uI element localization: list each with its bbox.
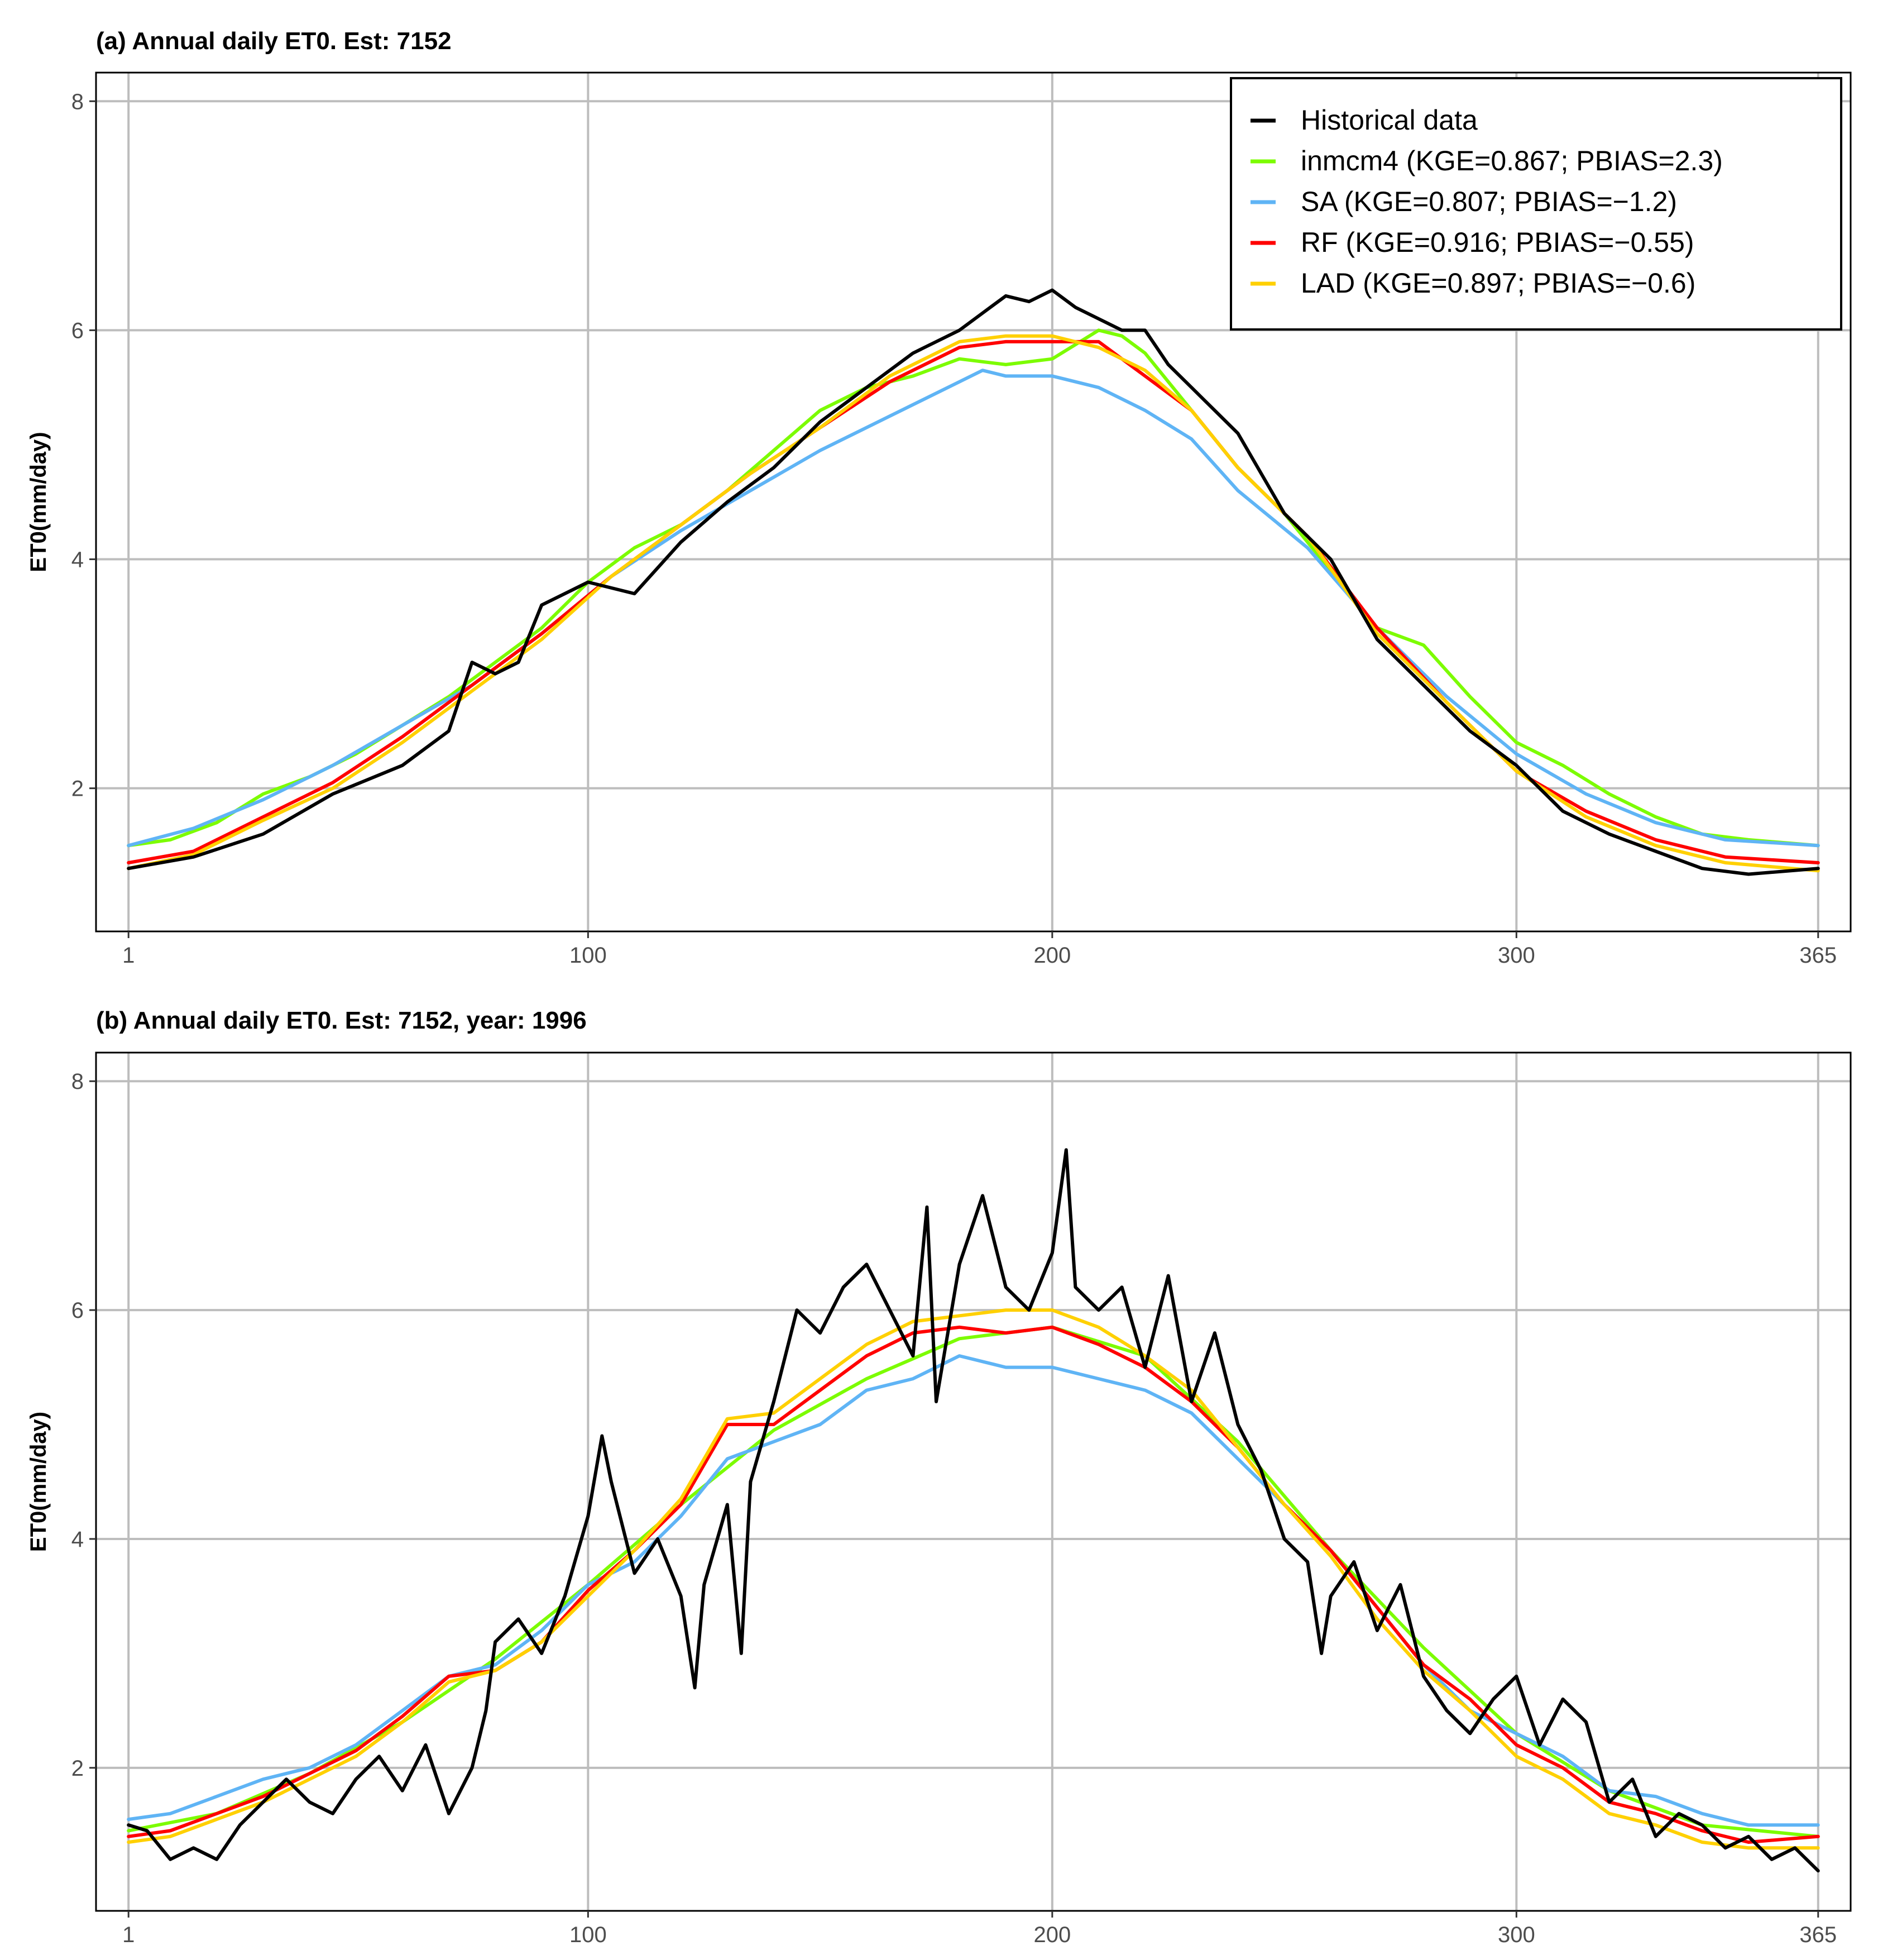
legend-label: LAD (KGE=0.897; PBIAS=−0.6) — [1301, 267, 1695, 299]
y-axis-label: ET0(mm/day) — [26, 1412, 51, 1552]
y-tick-label: 2 — [71, 777, 84, 801]
legend: Historical data inmcm4 (KGE=0.867; PBIAS=… — [1230, 77, 1842, 331]
legend-label: SA (KGE=0.807; PBIAS=−1.2) — [1301, 186, 1677, 217]
x-tick-label: 1 — [122, 943, 135, 968]
legend-box — [1230, 77, 1842, 331]
legend-label: RF (KGE=0.916; PBIAS=−0.55) — [1301, 227, 1694, 258]
x-tick-label: 100 — [569, 1923, 607, 1947]
y-tick-label: 4 — [71, 548, 84, 572]
panel-title: (b) Annual daily ET0. Est: 7152, year: 1… — [96, 1007, 587, 1034]
plot-frame — [95, 1051, 1852, 1912]
y-axis-label: ET0(mm/day) — [26, 432, 51, 572]
x-tick-label: 200 — [1033, 943, 1071, 968]
x-tick-label: 1 — [122, 1923, 135, 1947]
series-line-historical — [127, 288, 1820, 876]
series-line-historical — [127, 1148, 1820, 1873]
series-group — [127, 288, 1820, 876]
series-line-sa — [127, 369, 1820, 848]
x-tick-label: 100 — [569, 943, 607, 968]
y-tick-label: 8 — [71, 89, 84, 114]
y-tick-label: 8 — [71, 1069, 84, 1094]
y-tick-label: 4 — [71, 1527, 84, 1552]
x-tick-label: 200 — [1033, 1923, 1071, 1947]
series-group — [127, 1148, 1820, 1873]
series-line-lad — [127, 1308, 1820, 1850]
x-tick-label: 365 — [1799, 1923, 1837, 1947]
series-line-rf — [127, 1325, 1820, 1844]
plot-frame — [95, 71, 1852, 933]
x-tick-label: 365 — [1799, 943, 1837, 968]
y-tick-label: 6 — [71, 318, 84, 343]
y-tick-label: 2 — [71, 1756, 84, 1781]
panel-b: (b) Annual daily ET0. Est: 7152, year: 1… — [26, 1007, 1852, 1947]
x-tick-label: 300 — [1498, 943, 1535, 968]
y-tick-label: 6 — [71, 1298, 84, 1323]
panel-a: (a) Annual daily ET0. Est: 7152 1 100 200 30… — [26, 27, 1852, 968]
x-tick-label: 300 — [1498, 1923, 1535, 1947]
legend-label: Historical data — [1301, 104, 1478, 136]
legend-label: inmcm4 (KGE=0.867; PBIAS=2.3) — [1301, 145, 1723, 176]
series-line-sa — [127, 1354, 1820, 1827]
panel-title: (a) Annual daily ET0. Est: 7152 — [96, 27, 452, 55]
